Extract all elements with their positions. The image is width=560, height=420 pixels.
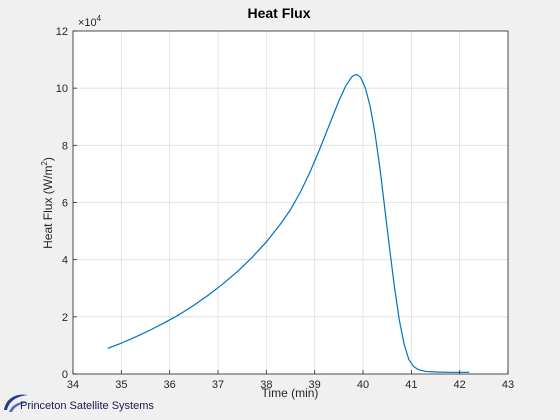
x-tick-label: 41 [405,379,417,391]
y-exponent-base: ×10 [78,17,97,29]
x-tick-label: 43 [502,379,514,391]
y-tick-label: 2 [62,312,68,324]
y-axis-label: Heat Flux (W/m2) [40,157,55,249]
y-tick-label: 6 [62,198,68,210]
x-tick-label: 34 [67,379,79,391]
x-tick-label: 40 [357,379,369,391]
company-logo-text: Princeton Satellite Systems [20,400,154,412]
x-tick-label: 38 [260,379,272,391]
swoosh-logo-icon [4,394,28,412]
x-tick-label: 42 [454,379,466,391]
y-tick-label: 10 [56,83,68,95]
series-line [107,73,470,373]
x-axis-ticks: 34 35 36 37 38 39 40 41 42 43 [67,370,514,391]
y-axis-exponent: ×104 [78,14,102,29]
x-axis-label: Time (min) [262,386,319,400]
y-tick-label: 0 [62,369,68,381]
y-axis-label-tail: ) [41,157,55,161]
y-axis-ticks: 0 2 4 6 8 10 12 [56,26,77,381]
y-axis-label-superscript: 2 [40,161,49,166]
y-exponent-power: 4 [97,14,102,23]
chart-title: Heat Flux [247,5,310,21]
x-tick-label: 35 [115,379,127,391]
y-tick-label: 4 [62,255,68,267]
y-tick-label: 12 [56,26,68,38]
x-tick-label: 37 [212,379,224,391]
x-tick-label: 36 [164,379,176,391]
y-axis-label-main: Heat Flux (W/m [41,166,55,249]
y-tick-label: 8 [62,140,68,152]
series-layer [107,73,470,373]
x-tick-label: 39 [309,379,321,391]
